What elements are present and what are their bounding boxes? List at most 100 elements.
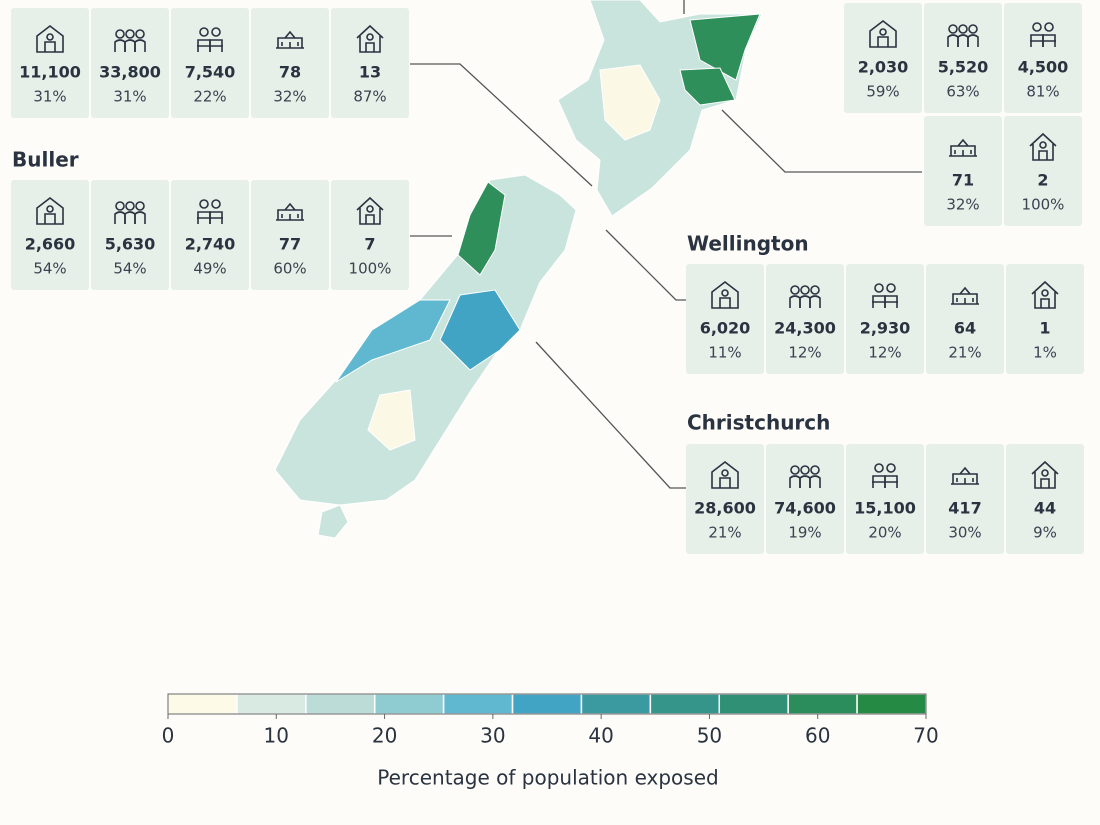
stat-percent: 12%	[868, 344, 901, 362]
panel-title: Christchurch	[687, 411, 830, 435]
stat-panel: 11,100 31% 33,800 31% 7,540 22% 78 32% 13 87%	[11, 8, 409, 118]
icon	[366, 205, 374, 213]
icon	[949, 138, 977, 157]
gisborne	[689, 13, 761, 81]
icon	[810, 465, 820, 475]
icon	[967, 34, 979, 47]
icon	[809, 475, 821, 488]
stat-cell	[91, 8, 169, 118]
icon	[1029, 132, 1057, 161]
stat-percent: 31%	[33, 88, 66, 106]
stat-value: 2,030	[858, 58, 909, 77]
stat-percent: 54%	[33, 260, 66, 278]
stat-value: 7	[364, 235, 375, 254]
stat-cell	[926, 264, 1004, 374]
icon	[1031, 280, 1059, 309]
color-step	[442, 693, 514, 715]
icon	[356, 196, 384, 225]
icon	[125, 29, 135, 39]
stat-percent: 49%	[193, 260, 226, 278]
icon	[874, 463, 884, 473]
stat-percent: 12%	[788, 344, 821, 362]
stat-cell	[766, 264, 844, 374]
stat-value: 71	[952, 171, 974, 190]
arrow	[535, 341, 686, 489]
color-step	[718, 693, 789, 715]
stat-cell	[686, 264, 764, 374]
panel-title: Buller	[12, 148, 79, 172]
icon	[46, 205, 54, 213]
icon	[800, 465, 810, 475]
icon	[135, 201, 145, 211]
stat-cell	[1004, 116, 1082, 226]
west-coast	[335, 299, 451, 383]
color-step	[373, 693, 445, 715]
stat-percent: 1%	[1033, 344, 1057, 362]
stat-percent: 32%	[273, 88, 306, 106]
icon	[958, 24, 968, 34]
tick-label: 60	[805, 724, 830, 748]
stat-value: 33,800	[99, 63, 161, 82]
stat-percent: 87%	[353, 88, 386, 106]
stat-value: 11,100	[19, 63, 81, 82]
icon	[790, 285, 800, 295]
icon	[869, 19, 897, 48]
icon	[211, 27, 221, 37]
stewart-island	[317, 504, 349, 539]
stat-value: 2,660	[25, 235, 76, 254]
stat-cell	[924, 3, 1002, 113]
stat-value: 5,630	[105, 235, 156, 254]
legend-label: Percentage of population exposed	[377, 766, 718, 790]
color-step	[511, 693, 583, 715]
stat-value: 2	[1037, 171, 1048, 190]
icon	[115, 201, 125, 211]
stat-value: 6,020	[700, 319, 751, 338]
stat-percent: 54%	[113, 260, 146, 278]
icon	[1040, 298, 1050, 308]
icon	[719, 477, 731, 488]
icon	[968, 24, 978, 34]
icon	[721, 469, 729, 477]
icon	[886, 463, 896, 473]
icon	[1044, 22, 1054, 32]
stat-value: 44	[1034, 499, 1056, 518]
icon	[356, 24, 384, 53]
icon	[951, 466, 979, 485]
tick-label: 70	[913, 724, 938, 748]
colorbar-frame	[167, 693, 927, 715]
icon	[36, 24, 64, 53]
icon	[125, 201, 135, 211]
stat-percent: 63%	[946, 83, 979, 101]
icon	[36, 196, 64, 225]
stat-percent: 100%	[1022, 196, 1065, 214]
icon	[1040, 478, 1050, 488]
stat-value: 77	[279, 235, 301, 254]
icon	[951, 286, 979, 305]
stat-percent: 21%	[948, 344, 981, 362]
icon	[44, 41, 56, 52]
north-central	[599, 64, 661, 141]
stat-cell	[171, 180, 249, 290]
color-step	[167, 693, 238, 715]
icon	[211, 199, 221, 209]
icon	[1038, 150, 1048, 160]
icon	[800, 285, 810, 295]
icon	[365, 214, 375, 224]
stat-cell	[171, 8, 249, 118]
stat-cell	[11, 180, 89, 290]
stat-value: 417	[948, 499, 981, 518]
icon	[886, 283, 896, 293]
stat-percent: 60%	[273, 260, 306, 278]
color-step	[580, 693, 652, 715]
stat-percent: 31%	[113, 88, 146, 106]
icon	[790, 465, 800, 475]
stat-cell	[846, 264, 924, 374]
stat-value: 13	[359, 63, 381, 82]
icon	[115, 29, 125, 39]
tick-label: 40	[588, 724, 613, 748]
icon	[199, 27, 209, 37]
icon	[711, 280, 739, 309]
stat-value: 74,600	[774, 499, 836, 518]
stat-cell	[251, 8, 329, 118]
panels: 11,100 31% 33,800 31% 7,540 22% 78 32% 13 87% 2,03…	[11, 3, 1084, 554]
